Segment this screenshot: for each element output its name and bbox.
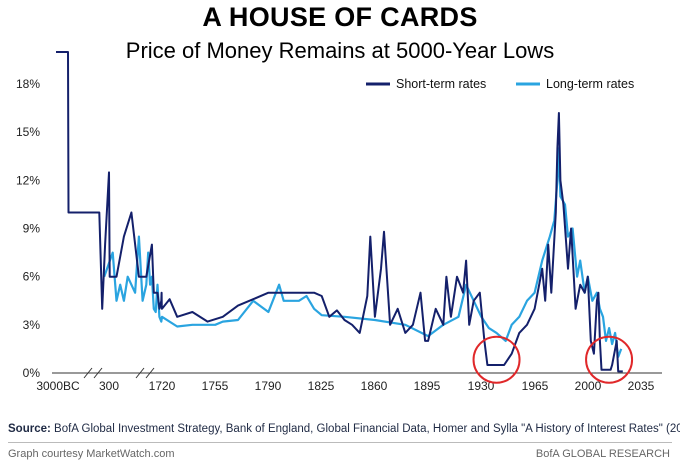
axis-break-mark-3 <box>135 367 145 379</box>
legend: Short-term rates Long-term rates <box>366 77 634 91</box>
x-axis-ticks: 3000BC 300 1720 1755 1790 1825 1860 1895 1930 196… <box>36 379 654 393</box>
x-tick-label: 1755 <box>202 379 229 393</box>
annotation-circle-2 <box>585 335 634 384</box>
legend-long-term-label: Long-term rates <box>546 77 634 91</box>
y-tick-label: 12% <box>16 173 40 187</box>
footer-divider <box>8 442 672 443</box>
axis-break-mark-4 <box>145 367 155 379</box>
x-tick-label: 3000BC <box>36 379 80 393</box>
y-tick-label: 15% <box>16 125 40 139</box>
series-lines <box>56 51 623 373</box>
chart-subtitle: Price of Money Remains at 5000-Year Lows <box>125 38 555 63</box>
long-term-series-line <box>103 147 623 358</box>
annotation-circles <box>472 335 634 384</box>
source-label: Source: <box>8 423 51 435</box>
x-tick-label: 1965 <box>522 379 549 393</box>
x-tick-label: 1720 <box>149 379 176 393</box>
legend-short-term-label: Short-term rates <box>396 77 486 91</box>
x-tick-label: 1825 <box>308 379 335 393</box>
graph-credit: Graph courtesy MarketWatch.com <box>8 448 175 460</box>
y-axis-ticks: 0% 3% 6% 9% 12% 15% 18% <box>16 77 40 380</box>
short-term-series-line <box>56 51 623 373</box>
brand-label: BofA GLOBAL RESEARCH <box>535 448 670 460</box>
annotation-circle-1 <box>472 335 521 384</box>
y-tick-label: 6% <box>23 270 41 284</box>
axes <box>52 367 662 379</box>
y-tick-label: 18% <box>16 77 40 91</box>
x-tick-label: 1860 <box>361 379 388 393</box>
y-tick-label: 0% <box>23 366 41 380</box>
axis-break-mark-1 <box>83 367 93 379</box>
x-tick-label: 2035 <box>628 379 655 393</box>
source-text: BofA Global Investment Strategy, Bank of… <box>50 423 680 435</box>
x-tick-label: 300 <box>99 379 119 393</box>
x-tick-label: 1895 <box>414 379 441 393</box>
y-tick-label: 9% <box>23 222 41 236</box>
rates-chart: 0% 3% 6% 9% 12% 15% 18% 3000BC 300 1720 1755 1790 1… <box>16 51 662 393</box>
source-note: Source: BofA Global Investment Strategy,… <box>8 423 680 435</box>
x-tick-label: 2000 <box>575 379 602 393</box>
axis-break-mark-2 <box>93 367 103 379</box>
x-tick-label: 1790 <box>255 379 282 393</box>
chart-title: A HOUSE OF CARDS <box>202 2 478 32</box>
y-tick-label: 3% <box>23 318 41 332</box>
x-tick-label: 1930 <box>468 379 495 393</box>
